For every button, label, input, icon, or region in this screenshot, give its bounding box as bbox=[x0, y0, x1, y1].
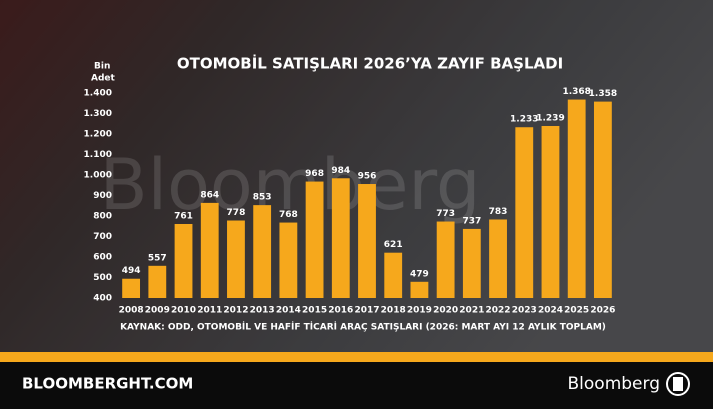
y-tick-label: 1.000 bbox=[84, 171, 112, 181]
footer bbox=[0, 362, 713, 409]
bar bbox=[567, 99, 586, 298]
watermark: Bloomberg bbox=[100, 144, 481, 226]
value-label: 984 bbox=[331, 166, 350, 176]
bar bbox=[305, 181, 324, 298]
bar bbox=[148, 265, 167, 298]
value-label: 864 bbox=[200, 190, 219, 200]
x-tick-label: 2019 bbox=[407, 306, 432, 316]
footer-stripe bbox=[0, 352, 713, 362]
bar bbox=[462, 228, 481, 298]
bar bbox=[253, 205, 272, 298]
footer-brand: Bloomberg bbox=[568, 374, 660, 394]
x-tick-label: 2008 bbox=[119, 306, 144, 316]
value-label: 773 bbox=[436, 209, 455, 219]
value-label: 768 bbox=[279, 210, 298, 220]
y-tick-label: 900 bbox=[93, 191, 112, 201]
value-label: 778 bbox=[227, 208, 246, 218]
x-tick-label: 2010 bbox=[171, 306, 196, 316]
x-tick-label: 2012 bbox=[223, 306, 248, 316]
x-tick-label: 2009 bbox=[145, 306, 170, 316]
bar bbox=[122, 278, 141, 298]
y-tick-label: 400 bbox=[93, 294, 112, 304]
bar bbox=[279, 222, 298, 298]
x-tick-label: 2024 bbox=[538, 306, 563, 316]
y-tick-label: 1.300 bbox=[84, 109, 112, 119]
bar bbox=[436, 221, 455, 298]
x-tick-label: 2022 bbox=[486, 306, 511, 316]
bar bbox=[541, 126, 560, 298]
value-label: 557 bbox=[148, 253, 167, 263]
bar bbox=[410, 281, 429, 298]
bar bbox=[331, 178, 350, 298]
y-tick-label: 1.400 bbox=[84, 89, 112, 99]
bar bbox=[593, 101, 612, 298]
x-tick-label: 2023 bbox=[512, 306, 537, 316]
bar bbox=[227, 220, 245, 298]
chart-title: OTOMOBİL SATIŞLARI 2026’YA ZAYIF BAŞLADI bbox=[177, 54, 563, 73]
y-tick-label: 600 bbox=[93, 253, 112, 263]
value-label: 1.233 bbox=[510, 115, 538, 125]
y-label: Adet bbox=[91, 74, 116, 84]
footer-site: BLOOMBERGHT.COM bbox=[22, 375, 193, 393]
x-tick-label: 2021 bbox=[459, 306, 484, 316]
y-tick-label: 500 bbox=[93, 273, 112, 283]
x-tick-label: 2020 bbox=[433, 306, 458, 316]
value-label: 494 bbox=[122, 266, 141, 276]
bar bbox=[174, 223, 193, 298]
logo-mark bbox=[673, 377, 683, 391]
value-label: 1.239 bbox=[536, 114, 564, 124]
source: KAYNAK: ODD, OTOMOBİL VE HAFİF TİCARİ AR… bbox=[120, 322, 606, 333]
x-tick-label: 2025 bbox=[564, 306, 589, 316]
x-tick-label: 2013 bbox=[250, 306, 275, 316]
x-tick-label: 2014 bbox=[276, 306, 301, 316]
bar bbox=[384, 252, 403, 298]
value-label: 853 bbox=[253, 193, 272, 203]
value-label: 968 bbox=[305, 169, 324, 179]
bar bbox=[200, 202, 219, 298]
bar bbox=[515, 127, 534, 298]
y-tick-label: 1.100 bbox=[84, 150, 112, 160]
y-label: Bin bbox=[94, 62, 110, 72]
y-tick-label: 800 bbox=[93, 212, 112, 222]
y-tick-label: 1.200 bbox=[84, 130, 112, 140]
x-tick-label: 2017 bbox=[354, 306, 379, 316]
value-label: 737 bbox=[462, 216, 481, 226]
value-label: 761 bbox=[174, 211, 193, 221]
value-label: 783 bbox=[489, 207, 508, 217]
x-tick-label: 2026 bbox=[590, 306, 615, 316]
value-label: 1.358 bbox=[589, 89, 617, 99]
x-tick-label: 2011 bbox=[197, 306, 222, 316]
bar bbox=[489, 219, 507, 298]
value-label: 621 bbox=[384, 240, 403, 250]
y-tick-label: 700 bbox=[93, 232, 112, 242]
value-label: 956 bbox=[358, 172, 377, 182]
bar bbox=[358, 184, 376, 298]
value-label: 479 bbox=[410, 269, 429, 279]
x-tick-label: 2018 bbox=[381, 306, 406, 316]
value-label: 1.368 bbox=[562, 87, 590, 97]
x-tick-label: 2015 bbox=[302, 306, 327, 316]
logo bbox=[666, 372, 690, 396]
x-tick-label: 2016 bbox=[328, 306, 353, 316]
